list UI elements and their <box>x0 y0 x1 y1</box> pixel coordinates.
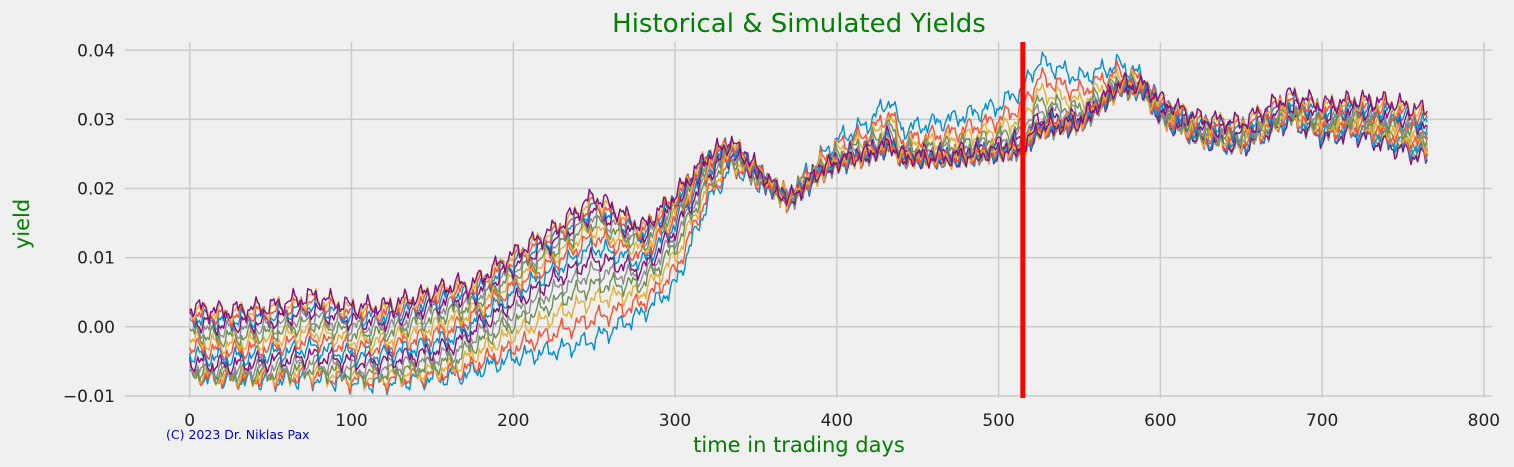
copyright-note: (C) 2023 Dr. Niklas Pax <box>166 427 310 442</box>
x-tick-label: 500 <box>982 411 1014 431</box>
y-tick-label: 0.02 <box>77 180 115 200</box>
y-tick-labels: −0.01 0.00 0.01 0.02 0.03 0.04 <box>63 41 115 407</box>
y-tick-label: −0.01 <box>63 387 115 407</box>
x-tick-label: 600 <box>1144 411 1176 431</box>
series-line-16 <box>189 72 1428 322</box>
series-group <box>189 51 1428 396</box>
x-axis-label: time in trading days <box>693 433 905 457</box>
x-tick-label: 800 <box>1468 411 1500 431</box>
x-tick-label: 200 <box>497 411 529 431</box>
x-tick-label: 400 <box>821 411 853 431</box>
chart-title: Historical & Simulated Yields <box>612 9 986 39</box>
x-tick-label: 700 <box>1306 411 1338 431</box>
y-axis-label: yield <box>10 199 34 249</box>
x-tick-label: 100 <box>335 411 367 431</box>
y-tick-label: 0.04 <box>77 41 115 61</box>
x-tick-label: 0 <box>184 411 195 431</box>
x-tick-label: 300 <box>659 411 691 431</box>
y-tick-label: 0.00 <box>77 318 115 338</box>
y-tick-label: 0.03 <box>77 110 115 130</box>
x-tick-labels: 0 100 200 300 400 500 600 700 800 <box>184 411 1500 431</box>
y-tick-label: 0.01 <box>77 249 115 269</box>
